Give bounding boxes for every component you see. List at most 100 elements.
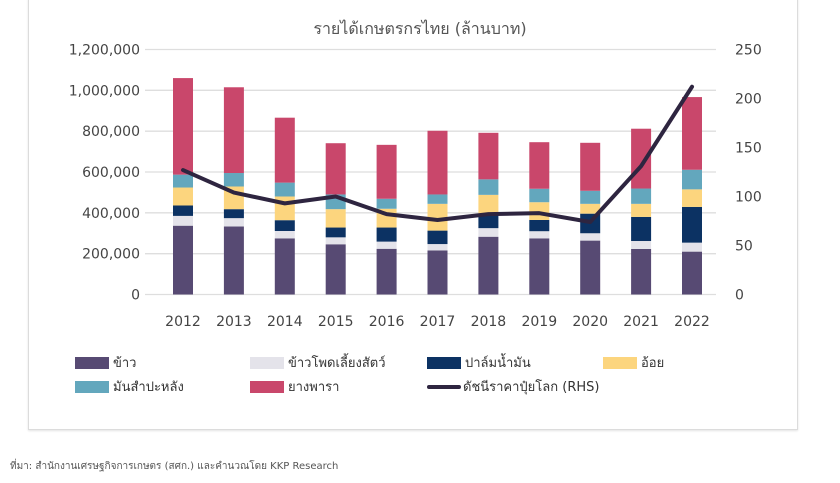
legend-label: อ้อย: [641, 356, 665, 371]
bar-segment-2016-5: [376, 144, 397, 199]
bar-segment-2016-1: [376, 241, 397, 249]
bar-segment-2022-1: [682, 242, 702, 252]
source-footer: ที่มา: สำนักงานเศรษฐกิจการเกษตร (สศก.) แ…: [10, 461, 339, 472]
bar-segment-2017-4: [427, 194, 448, 204]
bar-segment-2018-4: [478, 179, 499, 195]
bar-segment-2013-4: [223, 173, 244, 187]
bar-segment-2017-1: [427, 244, 448, 251]
bar-segment-2012-0: [173, 225, 193, 295]
y-right-tick-label: 100: [735, 190, 762, 206]
bar-segment-2021-3: [631, 203, 652, 217]
bar-segment-2016-2: [376, 227, 397, 242]
x-tick-label: 2013: [216, 314, 252, 330]
legend-label: ปาล์มน้ำมัน: [465, 356, 531, 371]
legend-swatch: [427, 356, 461, 369]
bar-segment-2017-0: [427, 250, 448, 295]
bar-segment-2019-0: [529, 238, 550, 295]
legend-label: มันสำปะหลัง: [113, 380, 184, 395]
y-right-tick-label: 250: [735, 43, 762, 59]
bar-segment-2015-5: [325, 143, 346, 195]
legend-label: ข้าว: [113, 356, 137, 371]
legend-swatch: [250, 356, 284, 369]
bar-segment-2015-0: [325, 244, 346, 295]
bar-segment-2012-2: [173, 205, 193, 216]
x-tick-label: 2021: [623, 314, 659, 330]
bar-segment-2021-2: [631, 216, 652, 242]
bar-segment-2021-1: [631, 241, 652, 249]
bar-segment-2016-4: [376, 198, 397, 209]
bar-segment-2017-5: [427, 130, 448, 195]
bar-segment-2012-3: [173, 187, 193, 206]
y-left-tick-label: 200,000: [82, 247, 140, 263]
bar-segment-2014-1: [274, 231, 295, 239]
x-tick-label: 2012: [165, 314, 201, 330]
bar-segment-2013-2: [223, 209, 244, 219]
y-right-tick-label: 200: [735, 92, 762, 108]
bar-segment-2022-5: [682, 97, 702, 170]
bar-segment-2015-3: [325, 209, 346, 228]
x-tick-label: 2018: [471, 314, 507, 330]
legend-item: ข้าว: [75, 352, 137, 373]
bar-segment-2018-3: [478, 194, 499, 214]
bar-segment-2018-2: [478, 213, 499, 229]
y-right-tick-label: 50: [735, 239, 753, 255]
y-left-tick-label: 600,000: [82, 165, 140, 181]
bar-segment-2013-0: [223, 226, 244, 295]
bar-segment-2018-5: [478, 132, 499, 180]
bar-segment-2022-3: [682, 189, 702, 207]
bar-segment-2014-4: [274, 182, 295, 197]
bar-segment-2019-2: [529, 219, 550, 232]
bar-segment-2015-1: [325, 237, 346, 245]
x-tick-label: 2019: [521, 314, 557, 330]
bar-segment-2013-1: [223, 218, 244, 227]
bar-segment-2012-1: [173, 215, 193, 226]
legend-label: ดัชนีราคาปุ๋ยโลก (RHS): [463, 380, 600, 395]
y-left-tick-label: 0: [131, 288, 140, 304]
legend-item: ปาล์มน้ำมัน: [427, 352, 531, 373]
x-tick-label: 2022: [674, 314, 710, 330]
bar-segment-2018-1: [478, 228, 499, 237]
chart-title: รายได้เกษตรกรไทย (ล้านบาท): [313, 19, 526, 38]
bar-segment-2019-4: [529, 188, 550, 203]
bar-segment-2020-4: [580, 190, 601, 204]
x-tick-label: 2014: [267, 314, 303, 330]
bar-segment-2012-4: [173, 174, 193, 188]
bar-segment-2014-0: [274, 238, 295, 295]
x-tick-label: 2016: [369, 314, 405, 330]
legend-item: ดัชนีราคาปุ๋ยโลก (RHS): [427, 376, 599, 397]
x-tick-label: 2020: [572, 314, 608, 330]
bar-segment-2020-3: [580, 203, 601, 214]
bar-segment-2017-3: [427, 203, 448, 231]
chart-card: [28, 0, 798, 430]
bar-segment-2019-1: [529, 231, 550, 239]
bar-segment-2014-2: [274, 220, 295, 232]
bar-segment-2019-3: [529, 202, 550, 220]
bar-segment-2013-5: [223, 87, 244, 174]
y-right-tick-label: 150: [735, 141, 762, 157]
legend-swatch: [75, 356, 109, 369]
legend-swatch: [603, 356, 637, 369]
bar-segment-2021-0: [631, 248, 652, 295]
bar-segment-2021-4: [631, 188, 652, 204]
bar-segment-2020-5: [580, 142, 601, 191]
legend-swatch: [250, 380, 284, 393]
bar-segment-2020-0: [580, 240, 601, 295]
y-left-tick-label: 1,000,000: [69, 83, 140, 99]
bar-segment-2022-0: [682, 251, 702, 295]
y-left-tick-label: 1,200,000: [69, 43, 140, 59]
bar-segment-2015-2: [325, 227, 346, 238]
bar-segment-2022-2: [682, 206, 702, 243]
x-tick-label: 2015: [318, 314, 354, 330]
y-right-tick-label: 0: [735, 288, 744, 304]
legend-label: ข้าวโพดเลี้ยงสัตว์: [288, 356, 386, 371]
y-left-tick-label: 800,000: [82, 124, 140, 140]
legend-item: ข้าวโพดเลี้ยงสัตว์: [250, 352, 386, 373]
legend-item: มันสำปะหลัง: [75, 376, 184, 397]
legend-item: อ้อย: [603, 352, 664, 373]
bar-segment-2019-5: [529, 142, 550, 189]
bar-segment-2014-5: [274, 117, 295, 183]
bar-segment-2016-0: [376, 248, 397, 295]
bar-segment-2017-2: [427, 230, 448, 245]
